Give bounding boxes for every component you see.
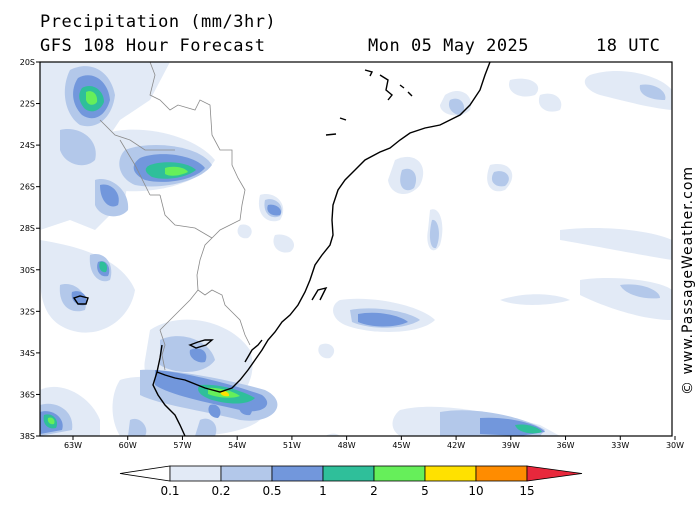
lon-label: 36W	[556, 441, 574, 450]
lon-label: 30W	[666, 441, 684, 450]
lat-label: 20S	[20, 58, 35, 67]
chart-title: Precipitation (mm/3hr)	[40, 12, 277, 32]
colorbar-segment	[373, 465, 426, 482]
lon-label: 39W	[502, 441, 520, 450]
colorbar-label: 10	[468, 484, 483, 498]
coastline	[72, 62, 491, 436]
lat-label: 34S	[20, 349, 35, 358]
lon-label: 63W	[64, 441, 82, 450]
copyright-credit: © www.PassageWeather.com	[680, 165, 696, 395]
colorbar-label: 2	[370, 484, 378, 498]
colorbar-label: 0.2	[211, 484, 230, 498]
map-frame	[39, 61, 673, 437]
colorbar-label: 0.5	[262, 484, 281, 498]
lon-label: 48W	[338, 441, 356, 450]
lon-label: 54W	[228, 441, 246, 450]
lon-label: 57W	[173, 441, 191, 450]
lon-label: 60W	[119, 441, 137, 450]
latitude-axis: 20S 22S 24S 26S 28S 30S 32S 34S 36S 38S	[20, 58, 40, 441]
lon-label: 42W	[447, 441, 465, 450]
colorbar-label: 1	[319, 484, 327, 498]
colorbar-max-arrow	[526, 465, 583, 482]
colorbar-label: 0.1	[160, 484, 179, 498]
colorbar-label: 5	[421, 484, 429, 498]
precipitation-colorbar: 0.1 0.2 0.5 1 2 5 10 15	[119, 465, 583, 498]
lon-label: 33W	[611, 441, 629, 450]
forecast-model: GFS 108 Hour Forecast	[40, 36, 266, 56]
colorbar-segment	[169, 465, 222, 482]
valid-date: Mon 05 May 2025	[368, 36, 530, 56]
colorbar-segment	[271, 465, 324, 482]
lat-label: 36S	[20, 390, 35, 399]
colorbar-segment	[424, 465, 477, 482]
lat-label: 32S	[20, 307, 35, 316]
valid-time: 18 UTC	[596, 36, 661, 56]
colorbar-segment	[475, 465, 528, 482]
lat-label: 22S	[20, 100, 35, 109]
longitude-axis: 63W 60W 57W 54W 51W 48W 45W 42W 39W 36W 33W 30W	[64, 436, 684, 450]
colorbar-segment	[220, 465, 273, 482]
lat-label: 28S	[20, 224, 35, 233]
colorbar-segment	[322, 465, 375, 482]
lat-label: 26S	[20, 183, 35, 192]
colorbar-label: 15	[519, 484, 534, 498]
precipitation-layer	[40, 62, 672, 436]
lon-label: 45W	[392, 441, 410, 450]
colorbar-min-arrow	[119, 465, 171, 482]
lon-label: 51W	[283, 441, 301, 450]
country-borders	[99, 62, 251, 371]
lat-label: 24S	[20, 141, 35, 150]
lat-label: 30S	[20, 266, 35, 275]
lat-label: 38S	[20, 432, 35, 441]
